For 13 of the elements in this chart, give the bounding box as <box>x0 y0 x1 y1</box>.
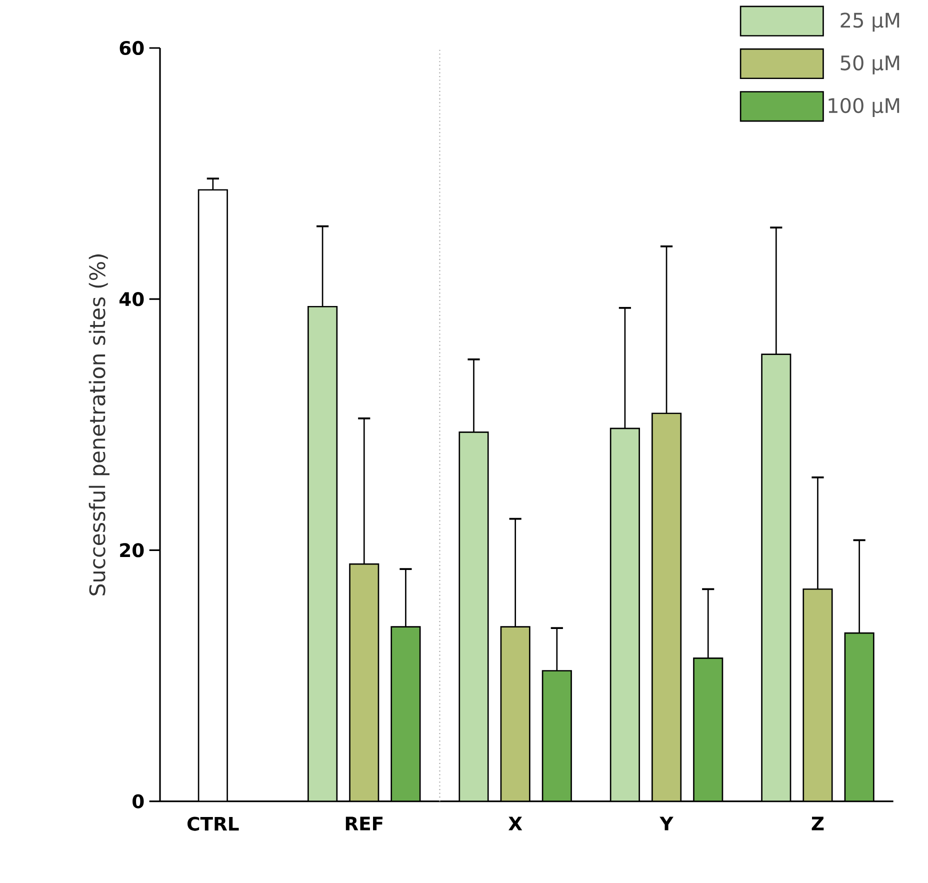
y-tick-label: 20 <box>120 543 144 558</box>
y-axis-title: Successful penetration sites (%) <box>88 254 110 596</box>
x-tick-label: Z <box>812 816 824 830</box>
legend-label: 50 µM <box>840 55 900 74</box>
y-tick-label: 0 <box>132 794 144 809</box>
x-tick-label: REF <box>346 816 382 830</box>
y-tick-label: 60 <box>120 41 144 56</box>
legend-label: 25 µM <box>840 12 900 32</box>
x-tick-label: Y <box>660 816 674 830</box>
x-tick-label: CTRL <box>187 816 239 831</box>
x-tick-label: X <box>508 816 522 830</box>
y-tick-label: 40 <box>119 292 144 306</box>
legend-label: 100 µM <box>828 98 900 118</box>
